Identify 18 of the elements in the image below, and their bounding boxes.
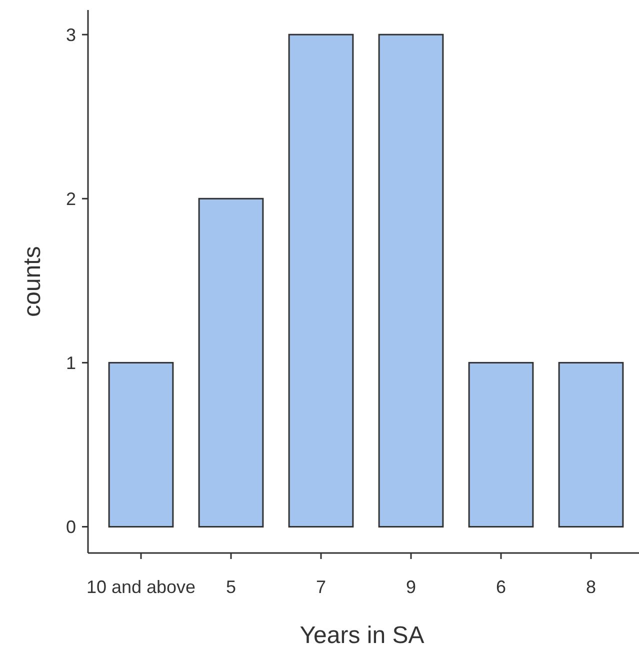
y-axis-title: counts <box>19 246 46 317</box>
x-axis-title: Years in SA <box>300 622 424 649</box>
bar <box>198 198 264 528</box>
x-tick-label: 10 and above <box>86 577 196 597</box>
y-tick-label: 3 <box>66 24 76 45</box>
bar <box>108 362 174 528</box>
bar <box>378 34 444 528</box>
x-tick-label: 9 <box>406 577 416 597</box>
x-tick-label: 5 <box>226 577 236 597</box>
bar <box>288 34 354 528</box>
y-tick-label: 2 <box>66 188 76 209</box>
x-tick-label: 8 <box>586 577 596 597</box>
x-tick-label: 6 <box>496 577 506 597</box>
x-tick-label: 7 <box>316 577 326 597</box>
bar <box>468 362 534 528</box>
y-tick-label: 0 <box>66 517 76 538</box>
y-tick-label: 1 <box>66 353 76 374</box>
bar <box>558 362 624 528</box>
